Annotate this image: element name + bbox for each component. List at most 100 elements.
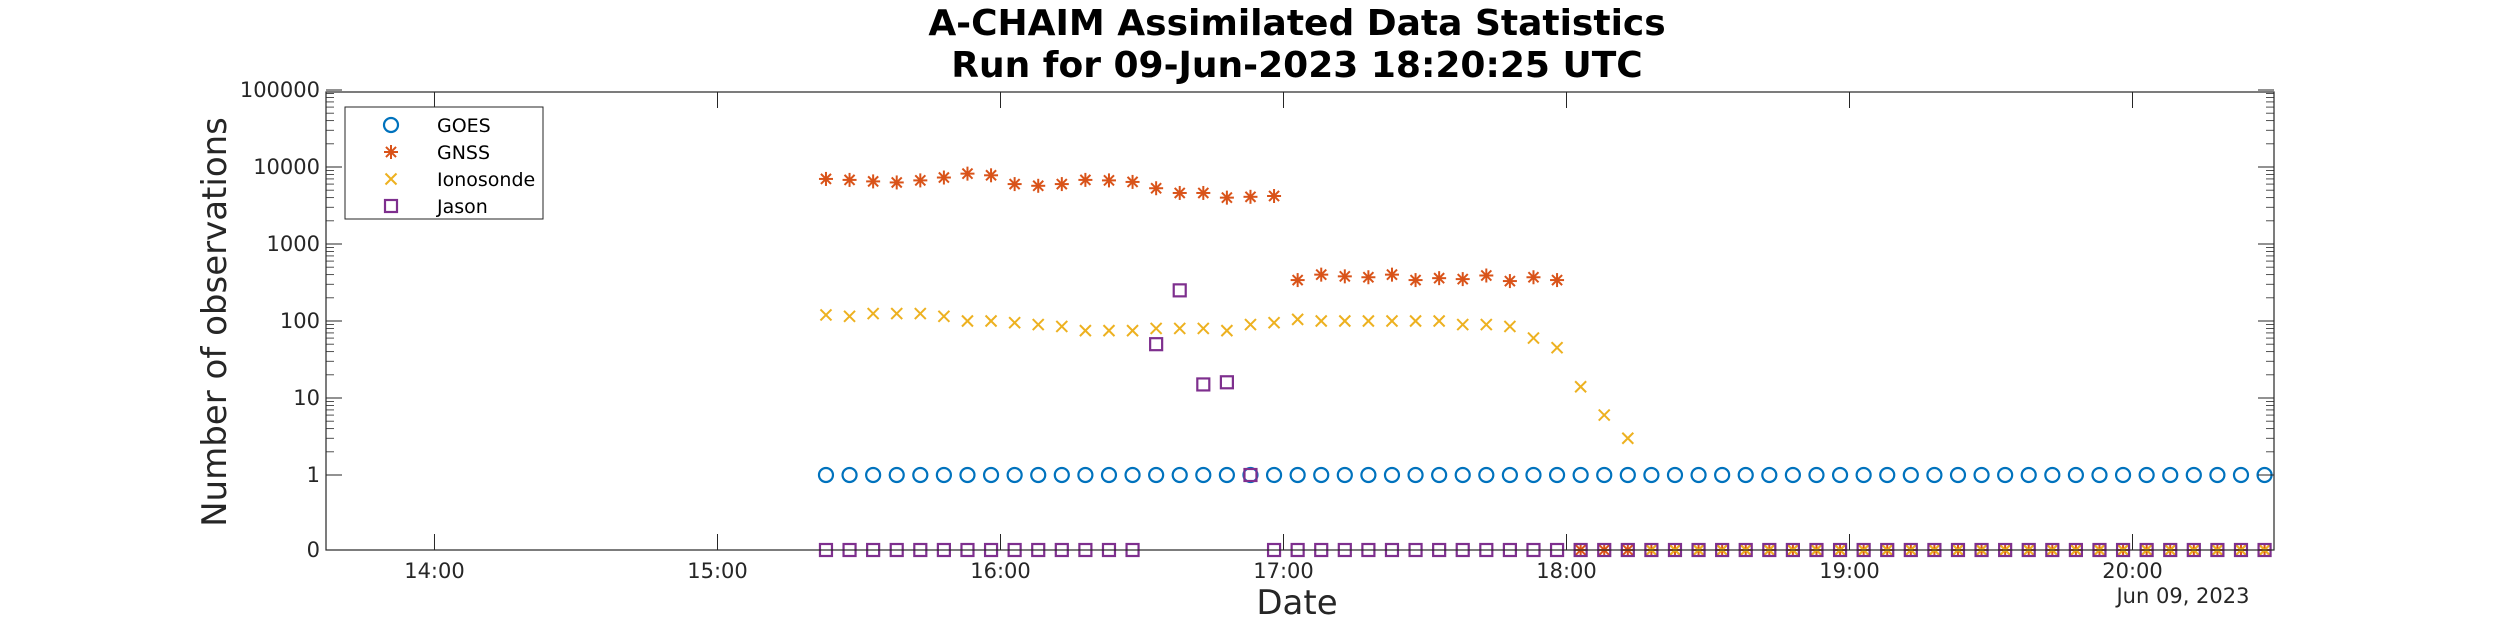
data-point-goes bbox=[1761, 466, 1778, 484]
data-point-goes bbox=[1006, 466, 1023, 484]
data-point-gnss bbox=[1078, 172, 1093, 187]
data-point-ionosonde bbox=[1527, 331, 1540, 345]
data-point-goes bbox=[1124, 466, 1141, 484]
data-point-goes bbox=[865, 466, 882, 484]
y-tick-label: 10000 bbox=[253, 155, 320, 179]
data-point-ionosonde bbox=[1126, 324, 1139, 337]
data-point-ionosonde bbox=[1267, 316, 1281, 329]
data-point-goes bbox=[2209, 466, 2226, 484]
data-point-goes bbox=[1289, 466, 1306, 484]
data-point-goes bbox=[1997, 466, 2014, 484]
data-point-goes bbox=[1784, 466, 1801, 484]
data-point-gnss bbox=[1054, 177, 1069, 192]
x-axis-label: Date bbox=[1256, 583, 1337, 623]
data-point-goes bbox=[2232, 466, 2250, 484]
chart-title-line-1: A-CHAIM Assimilated Data Statistics bbox=[928, 3, 1665, 44]
data-point-gnss bbox=[1172, 185, 1187, 200]
data-point-goes bbox=[1926, 466, 1943, 484]
y-tick-label: 1 bbox=[307, 463, 320, 487]
data-point-goes bbox=[1171, 466, 1188, 484]
data-point-gnss bbox=[960, 166, 975, 181]
data-point-gnss bbox=[1361, 270, 1376, 285]
data-point-goes bbox=[1902, 466, 1919, 484]
legend-marker-goes bbox=[382, 116, 400, 134]
legend-box bbox=[344, 106, 544, 220]
data-point-ionosonde bbox=[1244, 318, 1257, 331]
data-point-jason bbox=[1219, 375, 1234, 390]
data-point-ionosonde bbox=[1055, 320, 1069, 333]
data-point-gnss bbox=[1479, 268, 1494, 283]
data-point-gnss bbox=[1526, 270, 1541, 285]
data-point-gnss bbox=[1196, 185, 1211, 200]
chart-title-line-2: Run for 09-Jun-2023 18:20:25 UTC bbox=[951, 45, 1642, 86]
data-point-jason bbox=[1172, 283, 1187, 298]
x-axis: 14:00 15:00 16:00 17:00 18:00 19:00 20:00 bbox=[404, 92, 2163, 583]
data-point-goes bbox=[959, 466, 976, 484]
data-point-gnss bbox=[936, 170, 951, 185]
data-point-gnss bbox=[1314, 267, 1329, 282]
data-point-goes bbox=[2020, 466, 2037, 484]
data-point-goes bbox=[1525, 466, 1542, 484]
series-gnss bbox=[818, 166, 2272, 557]
data-point-ionosonde bbox=[984, 314, 998, 328]
legend-label-goes: GOES bbox=[437, 115, 491, 137]
data-point-gnss bbox=[1243, 189, 1258, 204]
data-point-ionosonde bbox=[1409, 314, 1422, 328]
data-point-goes bbox=[841, 466, 858, 484]
data-point-gnss bbox=[866, 174, 881, 189]
data-point-goes bbox=[817, 466, 835, 484]
y-tick-label: 100 bbox=[280, 309, 320, 333]
x-tick-label: 14:00 bbox=[404, 559, 465, 583]
data-point-ionosonde bbox=[1173, 322, 1186, 335]
x-tick-label: 19:00 bbox=[1819, 559, 1880, 583]
data-point-gnss bbox=[1031, 178, 1046, 193]
data-point-gnss bbox=[1125, 174, 1140, 189]
data-point-gnss bbox=[842, 172, 857, 187]
data-point-ionosonde bbox=[1362, 314, 1375, 328]
data-point-goes bbox=[1973, 466, 1990, 484]
data-point-goes bbox=[888, 466, 905, 484]
data-point-ionosonde bbox=[1102, 324, 1116, 337]
legend-label-gnss: GNSS bbox=[437, 142, 490, 164]
data-point-gnss bbox=[1219, 190, 1234, 205]
data-point-gnss bbox=[1502, 274, 1517, 289]
plot-area bbox=[817, 166, 2273, 558]
data-point-goes bbox=[2044, 466, 2061, 484]
data-point-jason bbox=[1196, 377, 1211, 392]
data-point-goes bbox=[1572, 466, 1589, 484]
data-point-ionosonde bbox=[1079, 324, 1092, 337]
data-point-goes bbox=[2067, 466, 2084, 484]
legend-marker-gnss bbox=[384, 145, 398, 159]
data-point-goes bbox=[1100, 466, 1118, 484]
data-point-gnss bbox=[1267, 189, 1282, 204]
data-point-goes bbox=[1030, 466, 1047, 484]
data-point-ionosonde bbox=[890, 307, 903, 320]
data-point-goes bbox=[1383, 466, 1401, 484]
legend-marker-jason bbox=[383, 198, 399, 214]
data-point-goes bbox=[1218, 466, 1235, 484]
data-point-ionosonde bbox=[1574, 380, 1587, 393]
data-point-ionosonde bbox=[1220, 324, 1234, 337]
date-note: Jun 09, 2023 bbox=[2114, 584, 2249, 608]
data-point-ionosonde bbox=[1149, 322, 1163, 335]
x-tick-label: 20:00 bbox=[2102, 559, 2163, 583]
data-point-goes bbox=[1879, 466, 1896, 484]
data-point-ionosonde bbox=[961, 314, 974, 328]
data-point-ionosonde bbox=[1480, 318, 1493, 331]
data-point-gnss bbox=[818, 171, 833, 186]
data-point-ionosonde bbox=[866, 307, 880, 320]
data-point-gnss bbox=[1149, 181, 1164, 196]
legend-label-ionosonde: Ionosonde bbox=[437, 169, 535, 191]
data-point-ionosonde bbox=[1621, 432, 1635, 445]
data-point-ionosonde bbox=[1432, 314, 1446, 328]
legend-label-jason: Jason bbox=[436, 196, 488, 218]
data-point-ionosonde bbox=[1338, 314, 1352, 328]
data-point-goes bbox=[1737, 466, 1754, 484]
data-point-ionosonde bbox=[1197, 322, 1210, 335]
data-point-goes bbox=[1407, 466, 1424, 484]
data-point-goes bbox=[1195, 466, 1212, 484]
data-point-goes bbox=[1501, 466, 1518, 484]
data-point-gnss bbox=[1101, 173, 1116, 188]
legend-marker-ionosonde bbox=[384, 172, 398, 186]
data-point-goes bbox=[1619, 466, 1636, 484]
